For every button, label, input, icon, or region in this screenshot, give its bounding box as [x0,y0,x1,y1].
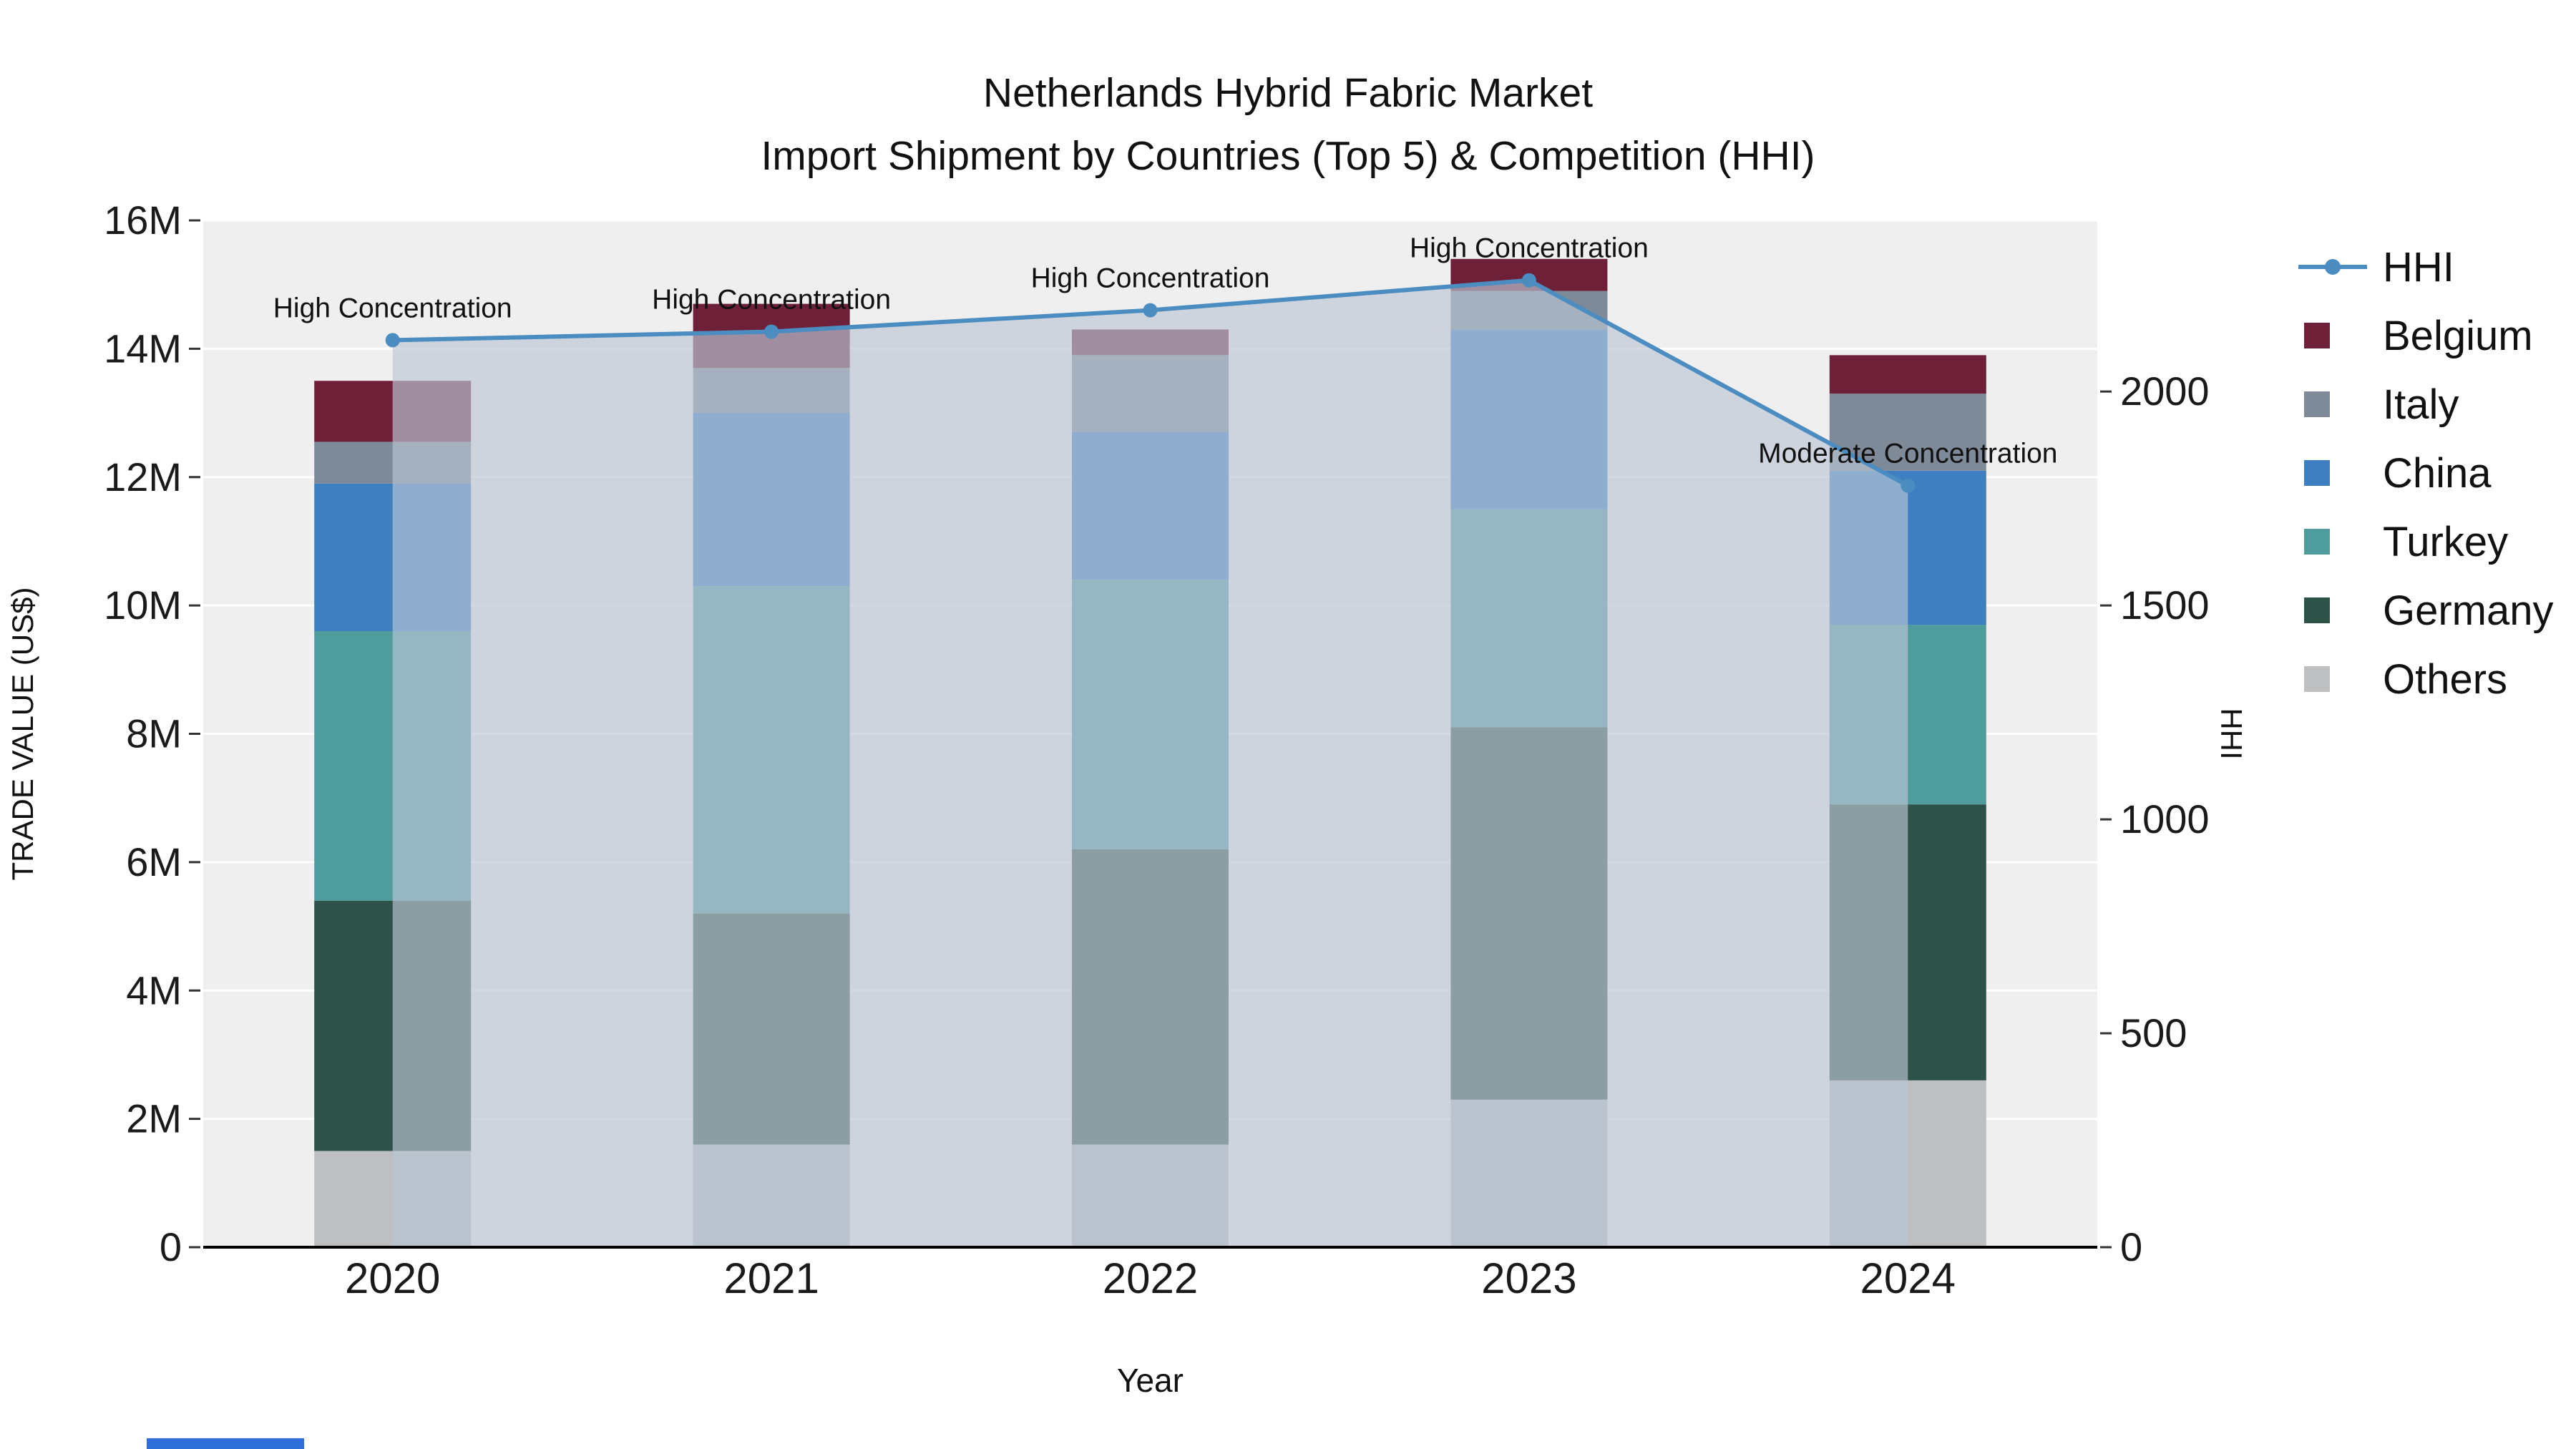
hhi-marker-2021[interactable] [764,324,779,339]
legend-item-belgium[interactable]: Belgium [2298,301,2554,370]
y-right-tick-label: 1000 [2120,796,2210,841]
hhi-line-symbol-marker [2325,259,2341,275]
legend-label-italy: Italy [2383,381,2459,428]
annotation-2020: High Concentration [273,293,512,323]
annotation-2021: High Concentration [652,284,891,315]
annotation-2022: High Concentration [1031,263,1270,294]
hhi-marker-2022[interactable] [1143,303,1158,318]
legend-swatch-others [2298,665,2367,693]
y-right-axis-title: HHI [2215,708,2248,759]
y-left-tick-label: 14M [104,326,182,371]
legend-swatch-italy [2298,390,2367,419]
hhi-marker-2020[interactable] [385,333,400,348]
color-swatch-icon [2304,391,2330,417]
legend-item-hhi[interactable]: HHI [2298,233,2554,301]
hhi-marker-2024[interactable] [1901,478,1916,493]
legend-label-others: Others [2383,655,2508,703]
annotation-2024: Moderate Concentration [1758,439,2057,469]
legend-swatch-turkey [2298,527,2367,556]
y-left-tick-label: 16M [104,197,182,243]
legend-label-germany: Germany [2383,587,2554,634]
y-left-tick-label: 2M [126,1096,182,1141]
legend-swatch-belgium [2298,321,2367,350]
legend-swatch-china [2298,459,2367,487]
legend-label-turkey: Turkey [2383,518,2509,565]
legend-swatch-germany [2298,596,2367,625]
hhi-line-symbol [2298,253,2367,281]
y-left-tick-label: 12M [104,454,182,499]
x-tick-label-2020: 2020 [345,1254,440,1302]
chart-title-line1: Netherlands Hybrid Fabric Market [982,70,1594,116]
legend-label-belgium: Belgium [2383,312,2533,359]
legend-item-germany[interactable]: Germany [2298,576,2554,645]
hhi-marker-2023[interactable] [1521,273,1536,288]
color-swatch-icon [2304,666,2330,692]
y-left-tick-label: 10M [104,582,182,628]
color-swatch-icon [2304,597,2330,623]
legend-label-hhi: HHI [2383,243,2454,291]
y-left-tick-label: 6M [126,839,182,884]
bar-segment-belgium-2024[interactable] [1829,355,1986,394]
chart-title: Netherlands Hybrid Fabric Market Import … [0,62,2576,187]
legend-item-others[interactable]: Others [2298,645,2554,713]
y-right-tick-label: 0 [2120,1224,2142,1269]
y-left-tick-label: 4M [126,967,182,1013]
y-right-tick-label: 500 [2120,1010,2187,1055]
legend: HHI Belgium Italy China Turkey Germany Others [2298,233,2554,713]
x-tick-label-2023: 2023 [1481,1254,1576,1302]
bottom-edge-blue-strip [147,1438,304,1449]
x-tick-label-2024: 2024 [1860,1254,1956,1302]
y-left-tick-label: 0 [160,1224,182,1269]
y-left-axis-title: TRADE VALUE (US$) [6,587,39,881]
y-right-tick-label: 2000 [2120,369,2210,414]
hhi-area [392,280,1908,1247]
x-axis-title: Year [1117,1362,1184,1399]
color-swatch-icon [2304,323,2330,348]
chart-title-line2: Import Shipment by Countries (Top 5) & C… [761,133,1815,179]
y-left-tick-label: 8M [126,711,182,756]
legend-item-italy[interactable]: Italy [2298,370,2554,439]
annotation-2023: High Concentration [1410,233,1649,264]
x-tick-label-2022: 2022 [1103,1254,1198,1302]
x-tick-label-2021: 2021 [723,1254,819,1302]
color-swatch-icon [2304,460,2330,486]
legend-label-china: China [2383,449,2492,497]
y-right-tick-label: 1500 [2120,582,2210,628]
legend-item-china[interactable]: China [2298,439,2554,507]
color-swatch-icon [2304,529,2330,555]
legend-item-turkey[interactable]: Turkey [2298,507,2554,576]
